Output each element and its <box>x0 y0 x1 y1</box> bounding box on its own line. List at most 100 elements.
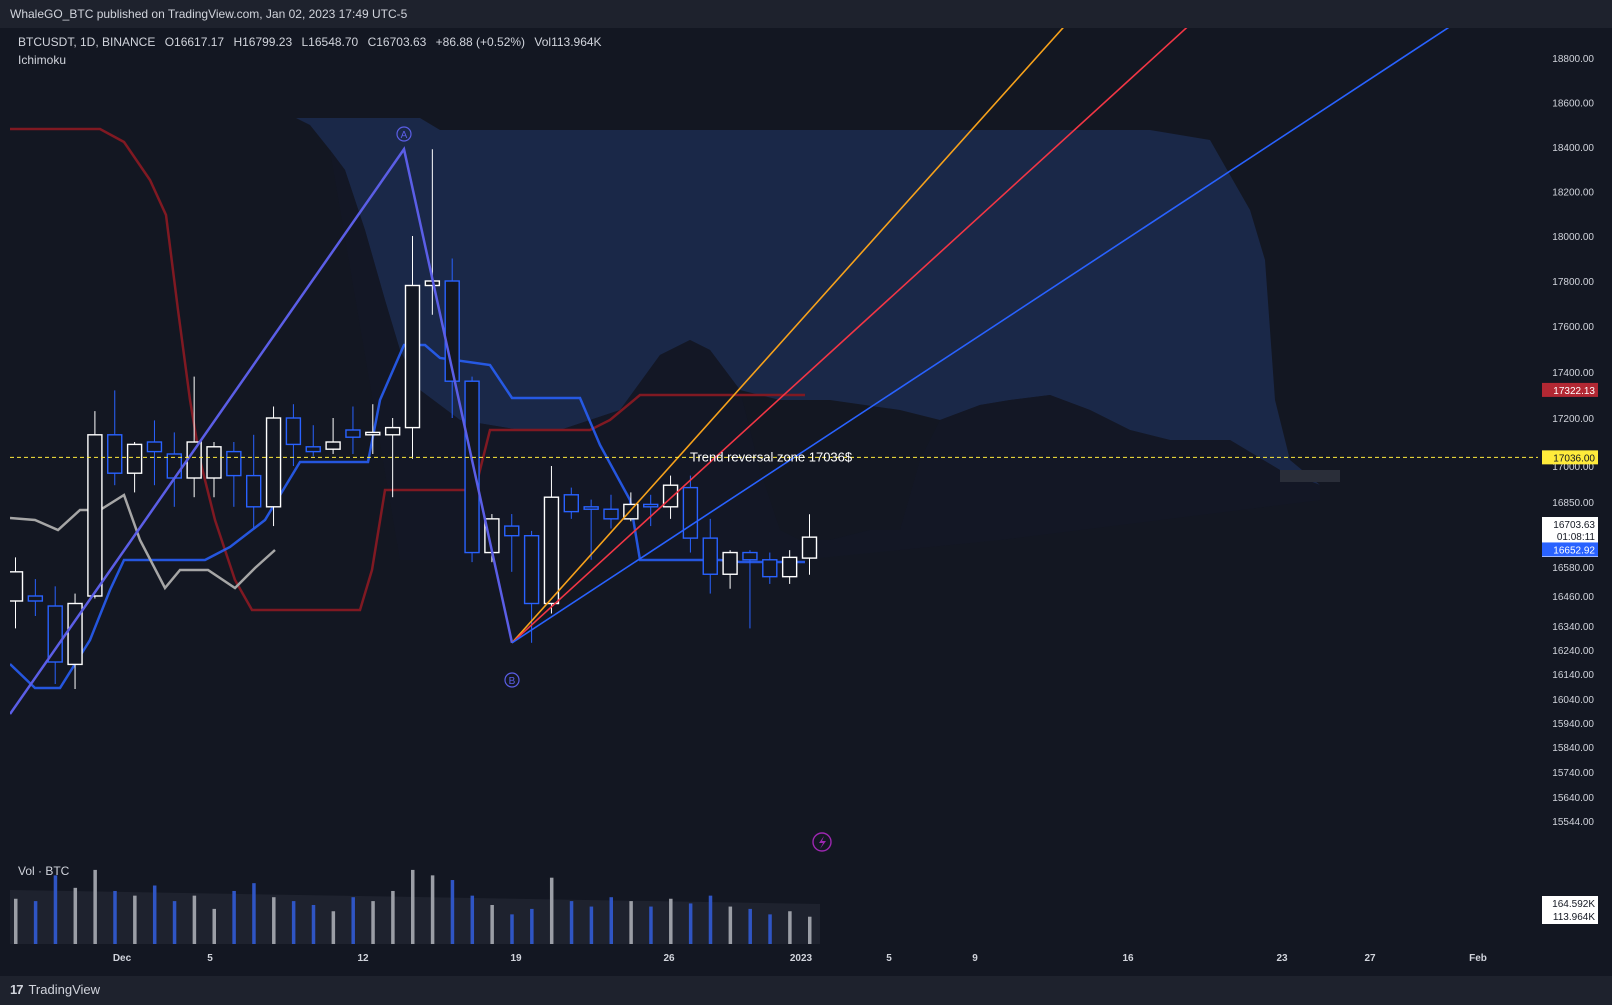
candle-up <box>206 446 222 479</box>
y-tick-label: 18800.00 <box>1552 54 1594 65</box>
volume-bar <box>14 898 18 944</box>
volume-bar <box>788 911 792 944</box>
y-tick-label: 17200.00 <box>1552 414 1594 425</box>
candle-up <box>265 417 282 508</box>
y-tick-label: 16040.00 <box>1552 695 1594 706</box>
y-tick-label: 15740.00 <box>1552 768 1594 779</box>
y-tick-label: 16340.00 <box>1552 622 1594 633</box>
symbol-legend: BTCUSDT, 1D, BINANCE O16617.17 H16799.23… <box>18 35 602 67</box>
lightning-glyph <box>819 836 826 849</box>
volume-bar <box>252 883 256 944</box>
volume-value: Vol113.964K <box>534 35 602 49</box>
x-tick-label: 9 <box>972 953 978 964</box>
tradingview-brand: TradingView <box>28 982 101 997</box>
candle-down <box>603 508 619 520</box>
tradingview-logo-icon: 17 <box>10 982 24 997</box>
y-tick-label: 18000.00 <box>1552 232 1594 243</box>
y-tick-label: 16140.00 <box>1552 670 1594 681</box>
volume-bar <box>470 895 475 944</box>
candle-down <box>464 380 480 554</box>
tradingview-logo[interactable]: 17 TradingView <box>10 982 100 997</box>
volume-bar <box>113 890 117 944</box>
volume-bar <box>569 901 574 944</box>
change-value: +86.88 (+0.52%) <box>435 35 526 49</box>
volume-bar <box>212 908 216 944</box>
volume-bar <box>629 901 633 944</box>
volume-bar <box>351 897 355 944</box>
volume-badge-label: 164.592K <box>1552 899 1595 910</box>
candle-up <box>186 441 202 479</box>
candle-up <box>10 571 24 602</box>
high-value: H16799.23 <box>233 35 293 49</box>
volume-bar <box>291 901 296 944</box>
x-tick-label: 12 <box>357 953 369 964</box>
volume-bar <box>411 869 415 944</box>
x-tick-label: Dec <box>113 953 132 964</box>
volume-bar <box>530 908 534 944</box>
x-tick-label: 2023 <box>790 953 813 964</box>
point-b-label: B <box>509 676 516 687</box>
volume-bar <box>609 897 613 944</box>
volume-bar <box>133 895 137 944</box>
candle-down <box>523 535 540 605</box>
x-tick-label: 16 <box>1122 953 1134 964</box>
volume-bar <box>748 908 752 944</box>
candle-up <box>87 434 103 597</box>
price-badge-label: 01:08:11 <box>1557 532 1596 543</box>
volume-bar <box>589 906 594 944</box>
price-badge <box>1542 450 1598 465</box>
volume-bar <box>331 911 336 944</box>
volume-bar <box>808 916 812 944</box>
candle-down <box>107 434 123 474</box>
kijun-line <box>10 127 805 612</box>
volume-bar <box>391 890 395 944</box>
x-tick-label: 19 <box>510 953 522 964</box>
y-tick-label: 15840.00 <box>1552 743 1594 754</box>
candle-down <box>226 450 242 477</box>
candle-up <box>801 536 818 559</box>
y-tick-label: 16240.00 <box>1552 646 1594 657</box>
candle-down <box>583 506 599 510</box>
y-tick-label: 16580.00 <box>1552 563 1594 574</box>
volume-bar <box>371 901 375 944</box>
volume-legend[interactable]: Vol · BTC <box>18 864 70 878</box>
candle-down <box>563 494 579 513</box>
volume-bar <box>688 903 693 944</box>
candle-up <box>67 602 83 666</box>
x-tick-label: 27 <box>1364 953 1376 964</box>
volume-bar <box>490 905 494 944</box>
candle-up <box>384 426 401 436</box>
y-tick-label: 17000.00 <box>1552 462 1594 473</box>
candle-down <box>146 441 163 453</box>
volume-bar <box>450 880 455 944</box>
volume-bar <box>172 901 177 944</box>
volume-bar <box>311 905 316 944</box>
y-tick-label: 15544.00 <box>1552 817 1594 828</box>
y-tick-label: 18600.00 <box>1552 99 1594 110</box>
symbol-name[interactable]: BTCUSDT, 1D, BINANCE <box>18 35 156 49</box>
candle-down <box>742 551 758 561</box>
x-tick-label: 23 <box>1276 953 1288 964</box>
x-tick-label: Feb <box>1469 953 1487 964</box>
point-b-marker <box>504 672 520 688</box>
candle-down <box>345 429 361 438</box>
ab-pattern-line <box>10 146 514 715</box>
candle-up <box>126 443 143 474</box>
candle-up <box>404 284 421 429</box>
indicator-label[interactable]: Ichimoku <box>18 53 67 67</box>
fan-line-orange <box>511 28 1064 644</box>
price-badge <box>1542 382 1598 397</box>
point-a-label: A <box>401 130 408 141</box>
y-tick-label: 17600.00 <box>1552 322 1594 333</box>
cloud-tail <box>1280 470 1340 482</box>
volume-bar <box>53 875 58 944</box>
price-badge <box>1542 542 1598 557</box>
volume-badge-label: 113.964K <box>1553 912 1595 923</box>
price-badge-label: 17036.00 <box>1553 453 1595 464</box>
y-tick-label: 15940.00 <box>1552 719 1594 730</box>
point-a-marker <box>396 126 412 142</box>
close-value: C16703.63 <box>367 35 427 49</box>
price-badge-label: 17322.13 <box>1553 386 1595 397</box>
candle-up <box>722 551 738 575</box>
